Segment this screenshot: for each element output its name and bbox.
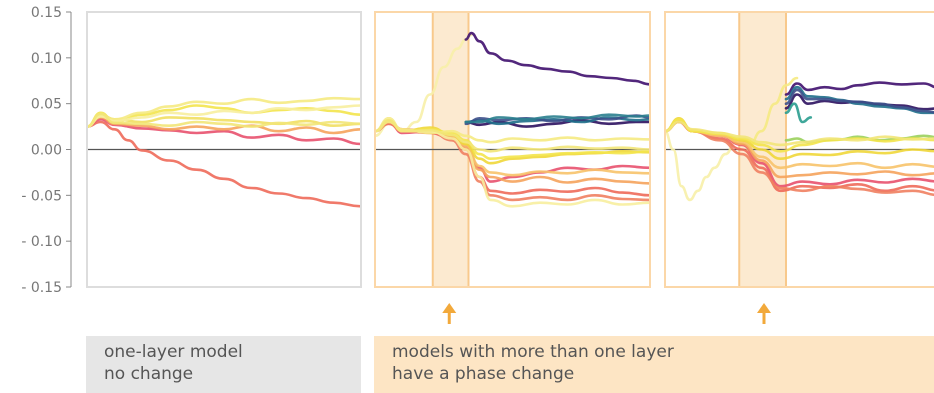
panel-frame bbox=[86, 11, 362, 288]
series-line-3-3 bbox=[784, 81, 934, 96]
y-tick-label: - 0.10 bbox=[21, 234, 62, 250]
caption-multi-layer: models with more than one layer have a p… bbox=[374, 336, 934, 393]
series-line-1-1 bbox=[87, 120, 361, 208]
y-tick-label: 0.15 bbox=[31, 5, 62, 21]
series-line-3-2 bbox=[746, 76, 799, 151]
chart-panel-3 bbox=[664, 11, 934, 288]
series-line-2-6 bbox=[464, 113, 650, 124]
y-tick-label: 0.05 bbox=[31, 97, 62, 113]
phase-change-arrow bbox=[442, 303, 457, 324]
y-tick-label: - 0.15 bbox=[21, 280, 62, 296]
series-line-1-6 bbox=[87, 96, 361, 128]
y-tick-label: - 0.05 bbox=[21, 188, 62, 204]
arrows bbox=[442, 303, 771, 324]
series-line-2-16 bbox=[375, 118, 650, 153]
panel-frame bbox=[664, 11, 934, 288]
series-line-1-7 bbox=[87, 104, 361, 128]
panels bbox=[86, 11, 934, 288]
series-line-2-3 bbox=[464, 118, 650, 128]
caption-multi-layer-line2: have a phase change bbox=[392, 364, 575, 384]
series-line-3-7 bbox=[784, 102, 813, 124]
series-line-3-1 bbox=[665, 129, 738, 202]
series-line-3-16 bbox=[665, 120, 934, 147]
caption-multi-layer-line1: models with more than one layer bbox=[392, 342, 674, 362]
caption-one-layer-line2: no change bbox=[104, 364, 194, 384]
panel-frame bbox=[374, 11, 651, 288]
chart-panel-2 bbox=[374, 11, 651, 288]
phase-change-arrow bbox=[757, 303, 771, 324]
series-line-1-8 bbox=[87, 112, 361, 128]
caption-one-layer: one-layer model no change bbox=[86, 336, 361, 393]
series-line-3-6 bbox=[784, 88, 934, 114]
y-tick-label: 0.00 bbox=[31, 143, 62, 159]
y-axis: 0.15 0.10 0.05 0.00 - 0.05 - 0.10 - 0.15 bbox=[21, 5, 72, 296]
series-line-2-2 bbox=[464, 31, 650, 86]
chart-panel-1 bbox=[86, 11, 362, 288]
y-tick-label: 0.10 bbox=[31, 51, 62, 67]
series-line-2-14 bbox=[375, 120, 650, 144]
caption-one-layer-line1: one-layer model bbox=[104, 342, 243, 362]
series-line-3-15 bbox=[665, 118, 934, 153]
